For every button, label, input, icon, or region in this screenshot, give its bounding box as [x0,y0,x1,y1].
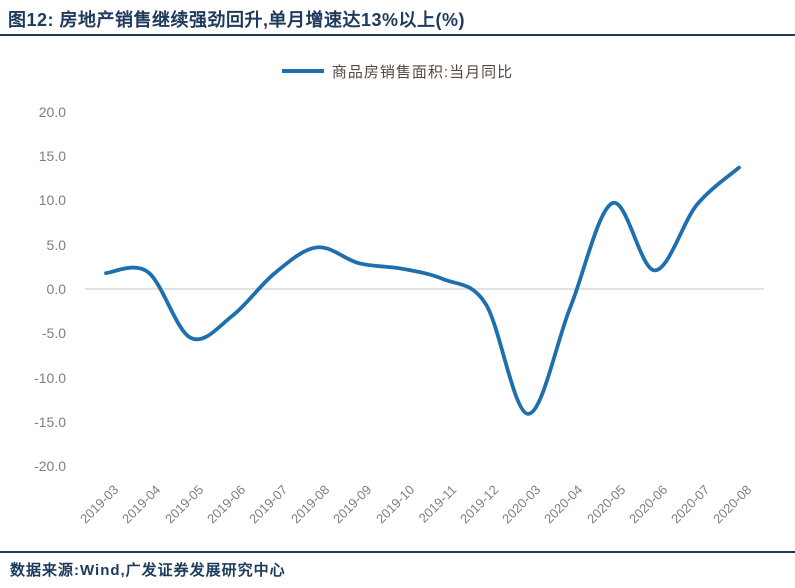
x-axis-tick-label: 2019-03 [77,482,122,527]
data-source-note: 数据来源:Wind,广发证券发展研究中心 [10,562,286,579]
y-axis-tick-label: 20.0 [38,103,66,120]
y-axis-tick-label: -10.0 [34,369,66,386]
x-axis-tick-label: 2020-07 [668,482,713,527]
y-axis-tick-label: 15.0 [38,148,66,165]
line-chart [85,165,764,416]
x-axis-tick-label: 2020-05 [583,482,629,527]
x-axis-tick-label: 2019-08 [288,482,333,527]
chart-legend: 商品房销售面积:当月同比 [0,61,795,81]
x-axis-tick-label: 2020-03 [499,482,544,527]
footer-divider [0,551,795,553]
legend-line-swatch-icon [281,69,324,73]
y-axis-tick-label: -20.0 [34,458,66,475]
x-axis-tick-label: 2020-06 [625,482,671,527]
x-axis-tick-label: 2019-07 [246,482,291,527]
title-divider [0,34,795,36]
y-axis-tick-label: 0.0 [46,281,66,297]
x-axis-tick-label: 2019-06 [203,482,249,527]
x-axis-tick-label: 2019-04 [119,482,164,527]
x-axis-tick-label: 2019-10 [372,482,418,527]
y-axis-tick-label: -5.0 [41,325,66,342]
legend-series-label: 商品房销售面积:当月同比 [331,63,514,81]
page-title: 图12: 房地产销售继续强劲回升,单月增速达13%以上(%) [8,10,466,30]
x-axis-tick-label: 2019-05 [161,482,207,527]
x-axis-tick-label: 2020-04 [541,482,586,527]
series-line [104,165,741,416]
x-axis-tick-label: 2019-11 [415,482,460,526]
x-axis-tick-label: 2019-09 [330,482,375,527]
x-axis-tick-label: 2020-08 [710,482,755,527]
y-axis-tick-label: 10.0 [38,192,66,209]
y-axis-tick-label: -15.0 [34,413,66,430]
y-axis-tick-label: 5.0 [46,236,66,253]
x-axis-tick-label: 2019-12 [457,482,502,527]
